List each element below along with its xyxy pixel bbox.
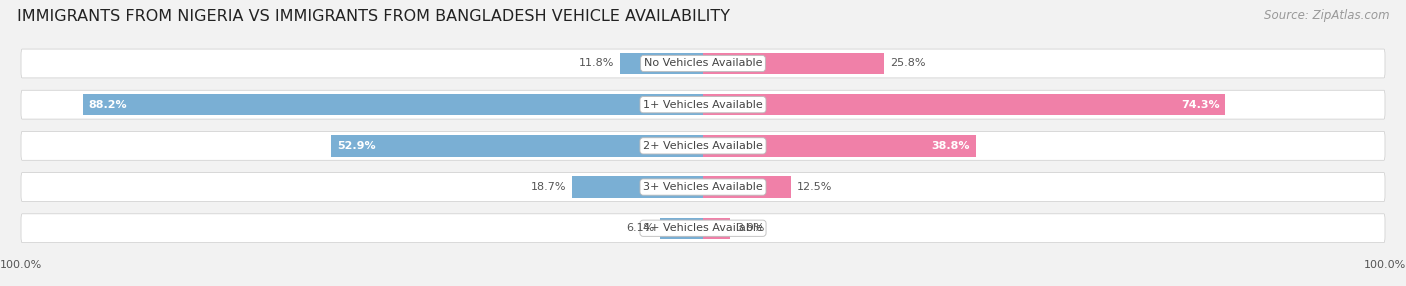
Bar <box>571 176 703 198</box>
Text: IMMIGRANTS FROM NIGERIA VS IMMIGRANTS FROM BANGLADESH VEHICLE AVAILABILITY: IMMIGRANTS FROM NIGERIA VS IMMIGRANTS FR… <box>17 9 730 23</box>
Text: 3+ Vehicles Available: 3+ Vehicles Available <box>643 182 763 192</box>
Text: 6.1%: 6.1% <box>626 223 655 233</box>
Bar <box>703 218 731 239</box>
Text: 52.9%: 52.9% <box>337 141 375 151</box>
Bar <box>703 53 884 74</box>
Bar <box>620 53 703 74</box>
FancyBboxPatch shape <box>21 90 1385 119</box>
Text: 25.8%: 25.8% <box>890 59 925 68</box>
Text: 3.9%: 3.9% <box>737 223 765 233</box>
Text: 74.3%: 74.3% <box>1181 100 1219 110</box>
FancyBboxPatch shape <box>21 49 1385 78</box>
Text: 18.7%: 18.7% <box>530 182 565 192</box>
Text: 2+ Vehicles Available: 2+ Vehicles Available <box>643 141 763 151</box>
Text: 100.0%: 100.0% <box>1364 260 1406 270</box>
Text: No Vehicles Available: No Vehicles Available <box>644 59 762 68</box>
Text: 88.2%: 88.2% <box>89 100 127 110</box>
FancyBboxPatch shape <box>21 214 1385 243</box>
Text: 38.8%: 38.8% <box>932 141 970 151</box>
Text: Source: ZipAtlas.com: Source: ZipAtlas.com <box>1264 9 1389 21</box>
Text: 11.8%: 11.8% <box>579 59 614 68</box>
Bar <box>661 218 703 239</box>
Text: 1+ Vehicles Available: 1+ Vehicles Available <box>643 100 763 110</box>
FancyBboxPatch shape <box>21 132 1385 160</box>
Bar <box>703 135 976 156</box>
Bar <box>703 176 790 198</box>
Bar <box>703 94 1226 115</box>
Text: 4+ Vehicles Available: 4+ Vehicles Available <box>643 223 763 233</box>
Text: 100.0%: 100.0% <box>0 260 42 270</box>
Bar <box>83 94 703 115</box>
FancyBboxPatch shape <box>21 173 1385 201</box>
Bar <box>332 135 703 156</box>
Text: 12.5%: 12.5% <box>796 182 832 192</box>
